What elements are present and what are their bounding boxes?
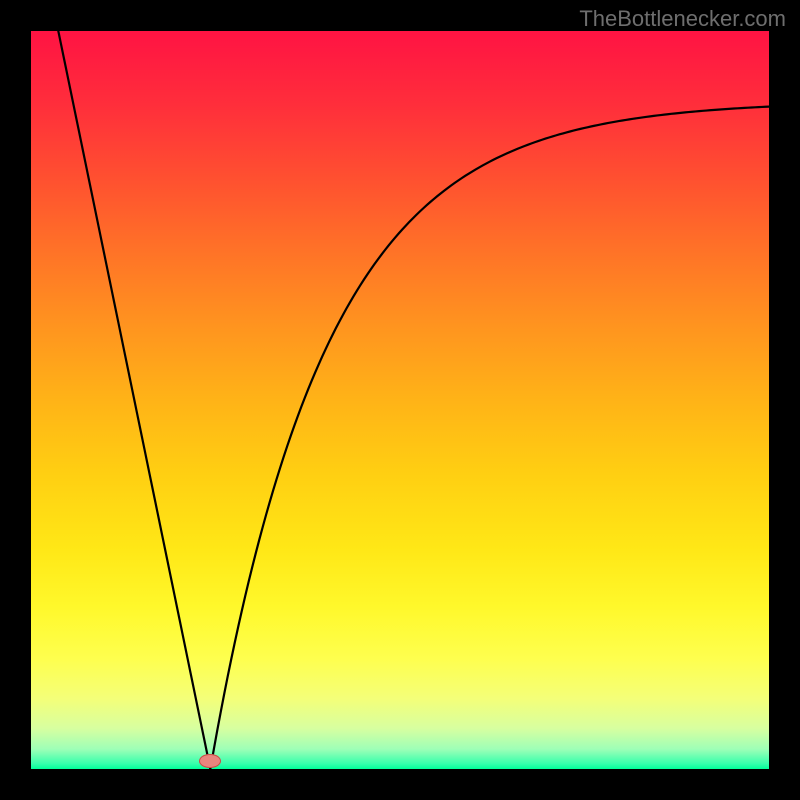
attribution-text: TheBottlenecker.com — [579, 6, 786, 32]
curve-overlay — [0, 0, 800, 800]
bottleneck-curve — [58, 31, 769, 769]
chart-container: TheBottlenecker.com — [0, 0, 800, 800]
